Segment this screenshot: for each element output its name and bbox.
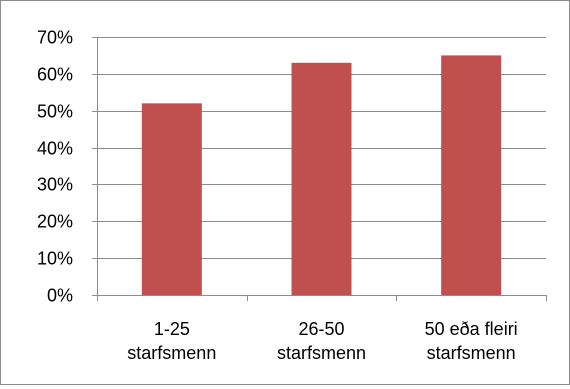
x-tick-label-line: 50 eða fleiri bbox=[425, 319, 518, 339]
y-tick-label: 40% bbox=[37, 139, 73, 159]
x-tick-label-line: starfsmenn bbox=[127, 343, 216, 363]
y-tick-label: 70% bbox=[37, 28, 73, 48]
x-tick-label-line: starfsmenn bbox=[277, 343, 366, 363]
y-tick-labels: 0% 10% 20% 30% 40% 50% 60% 70% bbox=[37, 28, 73, 306]
y-tick-label: 10% bbox=[37, 249, 73, 269]
x-tick-label-line: 26-50 bbox=[298, 319, 344, 339]
bar bbox=[291, 62, 352, 295]
axes bbox=[92, 37, 547, 301]
x-tick-label: 50 eða fleiri starfsmenn bbox=[425, 319, 518, 363]
y-tick-label: 50% bbox=[37, 102, 73, 122]
x-tick-label: 26-50 starfsmenn bbox=[277, 319, 366, 363]
x-tick-label-line: starfsmenn bbox=[427, 343, 516, 363]
y-tick-label: 20% bbox=[37, 212, 73, 232]
x-tick-label: 1-25 starfsmenn bbox=[127, 319, 216, 363]
bar bbox=[441, 55, 502, 295]
y-tick-label: 60% bbox=[37, 65, 73, 85]
bars bbox=[141, 55, 502, 295]
y-tick-label: 30% bbox=[37, 175, 73, 195]
y-tick-label: 0% bbox=[47, 286, 73, 306]
bar bbox=[141, 103, 202, 295]
x-tick-label-line: 1-25 bbox=[154, 319, 190, 339]
